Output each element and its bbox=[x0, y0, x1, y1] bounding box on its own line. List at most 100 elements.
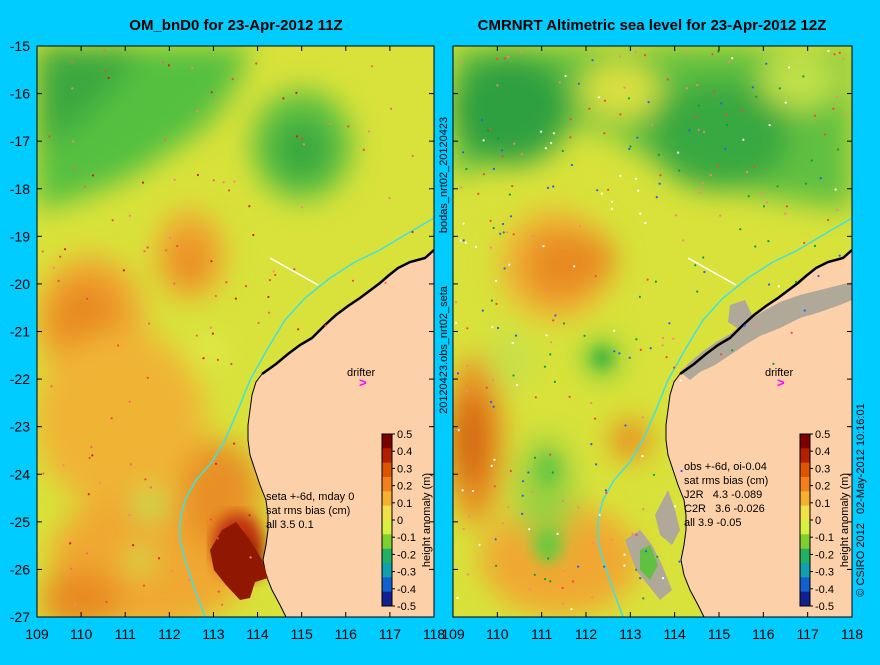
observation-point bbox=[558, 81, 561, 84]
observation-point bbox=[128, 400, 131, 403]
observation-point bbox=[746, 171, 749, 174]
observation-point bbox=[543, 287, 546, 290]
colorbar-swatch bbox=[800, 462, 810, 478]
lat-tick-label: -23 bbox=[10, 419, 30, 435]
observation-point bbox=[116, 344, 120, 347]
observation-point bbox=[477, 192, 480, 195]
right-panel-title: CMRNRT Altimetric sea level for 23-Apr-2… bbox=[478, 17, 827, 34]
observation-point bbox=[210, 260, 213, 263]
left-panel-title: OM_bnD0 for 23-Apr-2012 11Z bbox=[129, 17, 342, 34]
observation-point bbox=[838, 254, 841, 257]
observation-point bbox=[509, 215, 513, 218]
observation-point bbox=[531, 234, 534, 237]
right-lon-tick-label: 113 bbox=[619, 626, 642, 642]
observation-point bbox=[803, 309, 806, 312]
observation-point bbox=[698, 191, 702, 194]
right-lon-tick-label: 109 bbox=[441, 626, 465, 642]
observation-point bbox=[583, 334, 586, 337]
lat-tick-label: -17 bbox=[10, 133, 30, 149]
observation-point bbox=[619, 55, 622, 58]
observation-point bbox=[454, 301, 458, 304]
observation-point bbox=[836, 208, 839, 211]
right-lon-tick-label: 111 bbox=[531, 626, 552, 642]
observation-point bbox=[507, 506, 510, 509]
observation-point bbox=[384, 281, 387, 284]
right-stats-line-2: sat rms bias (cm) bbox=[684, 475, 768, 487]
observation-point bbox=[600, 192, 603, 195]
observation-point bbox=[86, 297, 89, 300]
observation-point bbox=[539, 130, 543, 133]
observation-point bbox=[48, 135, 51, 138]
observation-point bbox=[641, 416, 645, 419]
observation-point bbox=[767, 283, 771, 286]
observation-point bbox=[209, 326, 212, 329]
right-lon-tick-label: 110 bbox=[486, 626, 509, 642]
observation-point bbox=[211, 332, 214, 335]
observation-point bbox=[489, 128, 492, 131]
right-drifter-marker-icon: > bbox=[777, 375, 785, 390]
observation-point bbox=[637, 189, 640, 192]
observation-point bbox=[521, 512, 524, 516]
colorbar-swatch bbox=[382, 520, 392, 535]
observation-point bbox=[591, 59, 594, 62]
colorbar-tick-label: -0.5 bbox=[397, 601, 416, 613]
observation-point bbox=[674, 505, 677, 508]
left-shelf-contour bbox=[179, 217, 434, 617]
observation-point bbox=[655, 196, 658, 199]
colorbar-swatch bbox=[800, 491, 810, 507]
observation-point bbox=[493, 458, 496, 461]
colorbar-tick-label: 0.1 bbox=[397, 498, 412, 510]
observation-point bbox=[480, 118, 484, 122]
right-stats-line-3: J2R 4.3 -0.089 bbox=[684, 489, 762, 501]
observation-point bbox=[731, 57, 734, 60]
observation-point bbox=[701, 181, 704, 184]
observation-point bbox=[613, 350, 616, 353]
observation-point bbox=[501, 222, 505, 226]
observation-point bbox=[222, 181, 225, 184]
observation-point bbox=[149, 486, 152, 489]
observation-point bbox=[836, 95, 839, 98]
observation-point bbox=[755, 325, 758, 328]
colorbar-tick-label: 0.5 bbox=[397, 429, 412, 441]
observation-point bbox=[501, 155, 504, 158]
observation-point bbox=[588, 107, 591, 110]
lat-tick-label: -25 bbox=[10, 514, 30, 530]
observation-point bbox=[564, 74, 567, 78]
observation-point bbox=[643, 54, 647, 57]
left-stats-line-3: all 3.5 0.1 bbox=[266, 519, 314, 531]
observation-point bbox=[489, 246, 493, 249]
observation-point bbox=[623, 86, 626, 89]
observation-point bbox=[568, 395, 571, 398]
observation-point bbox=[225, 281, 228, 284]
observation-point bbox=[711, 53, 714, 56]
observation-point bbox=[214, 99, 217, 102]
observation-point bbox=[496, 326, 500, 330]
observation-point bbox=[502, 231, 505, 234]
right-lon-tick-label: 117 bbox=[797, 626, 820, 642]
observation-point bbox=[578, 225, 581, 228]
observation-point bbox=[603, 132, 606, 135]
lat-tick-label: -19 bbox=[10, 228, 30, 244]
observation-point bbox=[556, 532, 559, 536]
observation-point bbox=[725, 114, 728, 117]
observation-point bbox=[642, 508, 645, 511]
observation-point bbox=[105, 600, 108, 604]
observation-point bbox=[110, 417, 113, 420]
left-map-panel: OM_bnD0 for 23-Apr-2012 11Z bbox=[36, 17, 435, 618]
observation-point bbox=[550, 341, 553, 344]
observation-point bbox=[132, 544, 135, 547]
observation-point bbox=[544, 578, 547, 581]
colorbar-tick-label: -0.2 bbox=[397, 549, 416, 561]
observation-point bbox=[827, 49, 830, 53]
observation-point bbox=[173, 282, 176, 285]
observation-point bbox=[459, 239, 462, 242]
observation-point bbox=[619, 174, 622, 177]
observation-point bbox=[210, 518, 213, 521]
observation-point bbox=[230, 362, 233, 366]
observation-point bbox=[661, 344, 664, 347]
observation-point bbox=[41, 250, 44, 253]
observation-point bbox=[619, 113, 622, 116]
colorbar-swatch bbox=[382, 534, 392, 550]
observation-point bbox=[503, 57, 506, 60]
